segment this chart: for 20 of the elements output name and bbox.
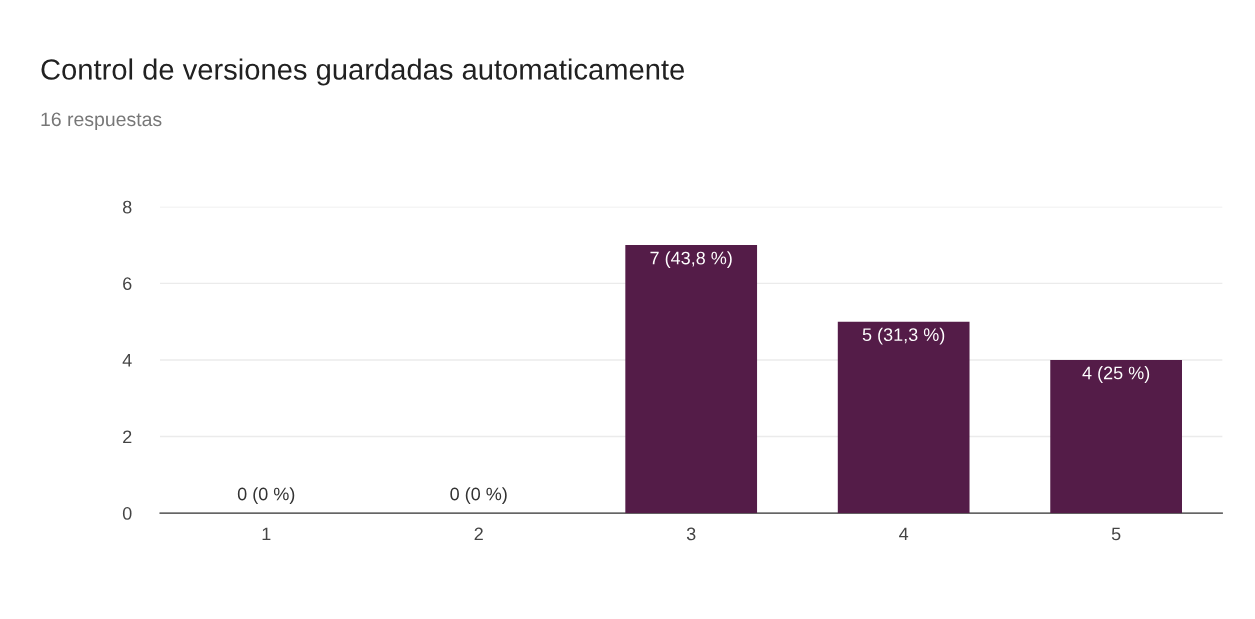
y-tick-label: 4 <box>122 354 132 367</box>
x-tick-label: 2 <box>474 527 483 541</box>
data-label: 0 (0 %) <box>450 487 507 504</box>
y-tick-label: 0 <box>122 507 132 520</box>
bar <box>1050 359 1182 514</box>
x-tick-label: 4 <box>899 527 909 541</box>
data-label: 5 (31,3 %) <box>862 327 945 345</box>
x-tick-label: 1 <box>262 527 271 541</box>
bar <box>625 245 758 514</box>
y-tick-label: 6 <box>123 277 132 291</box>
data-label: 4 (25 %) <box>1082 366 1150 383</box>
y-tick-label: 8 <box>122 200 132 214</box>
data-label: 7 (43,8 %) <box>650 251 732 268</box>
bar <box>837 321 970 514</box>
y-tick-label: 2 <box>123 430 132 444</box>
x-tick-label: 5 <box>1111 527 1121 541</box>
x-tick-label: 3 <box>686 527 696 541</box>
data-label: 0 (0 %) <box>237 487 295 504</box>
chart-title: Control de versiones guardadas automaticamente <box>41 58 684 86</box>
chart-subtitle: 16 respuestas <box>41 112 162 131</box>
